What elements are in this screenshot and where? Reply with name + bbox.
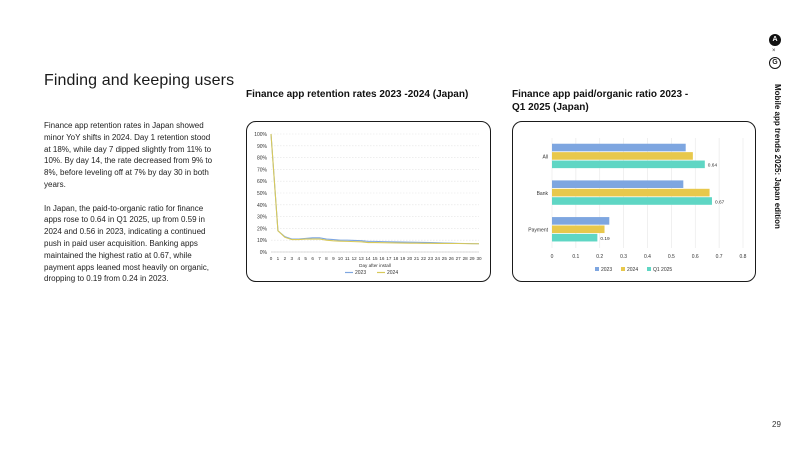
x-tick-label: 17 <box>386 256 392 261</box>
x-tick-label: 12 <box>352 256 358 261</box>
x-tick-label: 4 <box>297 256 300 261</box>
brand-logo-icon: A <box>769 34 781 46</box>
legend-swatch-2023 <box>595 267 599 271</box>
side-report-title: Mobile app trends 2025: Japan edition <box>773 84 782 229</box>
paragraph-paid-organic: In Japan, the paid-to-organic ratio for … <box>44 203 209 284</box>
x-tick-label: 30 <box>476 256 482 261</box>
legend-label-q1-2025: Q1 2025 <box>653 267 672 273</box>
retention-chart-card: 0% 10% 20% 30% 40% 50% 60% 70% 80% 90% 100% 0 1 2 3 4 5 6… <box>246 121 491 282</box>
x-tick-label: 6 <box>311 256 314 261</box>
y-tick-label: 70% <box>257 167 268 173</box>
paragraph-retention: Finance app retention rates in Japan sho… <box>44 121 213 189</box>
partner-logo-icon: G <box>769 57 781 69</box>
bar-all-q1-2025 <box>552 160 705 169</box>
x-tick-label: 24 <box>435 256 441 261</box>
bar-bank-2023 <box>552 180 684 188</box>
x-tick-label: 20 <box>407 256 413 261</box>
data-label: 0.19 <box>600 236 610 242</box>
x-tick-label: 18 <box>393 256 399 261</box>
legend-swatch-q1-2025 <box>647 267 651 271</box>
bar-all-2023 <box>552 143 686 152</box>
y-tick-label: 10% <box>257 238 268 244</box>
y-tick-label: 60% <box>257 179 268 185</box>
x-tick-label: 27 <box>456 256 462 261</box>
x-tick-label: 28 <box>463 256 469 261</box>
x-tick-label: 23 <box>428 256 434 261</box>
x-tick-label: 15 <box>372 256 378 261</box>
bar-bank-q1-2025 <box>552 197 712 205</box>
y-tick-label: 40% <box>257 203 268 209</box>
x-tick-label: 9 <box>332 256 335 261</box>
x-tick-label: 0 <box>270 256 273 261</box>
ratio-chart-title: Finance app paid/organic ratio 2023 - Q1… <box>512 89 689 113</box>
body-text: Finance app retention rates in Japan sho… <box>44 120 216 297</box>
x-axis-title: Day after install <box>359 263 391 268</box>
x-tick-label: 0.8 <box>740 254 747 260</box>
data-label: 0.64 <box>708 163 718 169</box>
x-tick-label: 0 <box>551 254 554 260</box>
bar-payment-2023 <box>552 217 610 225</box>
ratio-bar-chart: 0 0.1 0.2 0.3 0.4 0.5 0.6 0.7 0.8 All 0.64 Bank 0.67… <box>528 138 747 273</box>
bar-payment-q1-2025 <box>552 233 598 242</box>
bar-bank-2024 <box>552 188 710 197</box>
series-line-2023 <box>270 133 480 245</box>
x-tick-label: 0.7 <box>716 254 723 260</box>
x-tick-label: 22 <box>421 256 427 261</box>
x-tick-label: 13 <box>359 256 365 261</box>
x-tick-label: 8 <box>325 256 328 261</box>
category-label: Payment <box>528 228 548 234</box>
x-tick-label: 0.3 <box>620 254 627 260</box>
x-tick-label: 16 <box>379 256 385 261</box>
x-tick-label: 0.1 <box>572 254 579 260</box>
x-tick-label: 0.6 <box>692 254 699 260</box>
brand-separator: × <box>772 48 776 54</box>
series-line-2024 <box>270 133 479 245</box>
y-tick-label: 50% <box>257 191 268 197</box>
x-tick-label: 19 <box>400 256 406 261</box>
x-tick-label: 5 <box>304 256 307 261</box>
y-tick-label: 100% <box>254 132 267 138</box>
side-brand: A × G Mobile app trends 2025: Japan edit… <box>762 30 786 270</box>
y-tick-label: 80% <box>257 156 268 162</box>
y-tick-label: 20% <box>257 226 268 232</box>
x-tick-label: 11 <box>345 256 350 261</box>
category-label: All <box>542 154 548 160</box>
category-label: Bank <box>537 191 549 197</box>
y-tick-label: 0% <box>260 250 268 256</box>
x-tick-label: 0.5 <box>668 254 675 260</box>
x-tick-label: 21 <box>414 256 420 261</box>
bar-payment-2024 <box>552 225 605 234</box>
legend-label-2024: 2024 <box>387 270 398 276</box>
retention-line-chart: 0%10%20%30%40%50%60%70%80%90%100%0 1 2 3 4 5 6… <box>254 132 482 276</box>
page-number: 29 <box>772 420 781 429</box>
bar-all-2024 <box>552 152 693 160</box>
x-tick-label: 0.4 <box>644 254 651 260</box>
x-tick-label: 3 <box>291 256 294 261</box>
x-tick-label: 29 <box>470 256 476 261</box>
ratio-chart-card: 0 0.1 0.2 0.3 0.4 0.5 0.6 0.7 0.8 All 0.64 Bank 0.67… <box>512 121 756 282</box>
legend-swatch-2024 <box>621 267 625 271</box>
x-tick-label: 1 <box>277 256 280 261</box>
x-tick-label: 14 <box>366 256 372 261</box>
y-tick-label: 30% <box>257 215 268 221</box>
legend-label-2023: 2023 <box>355 270 366 276</box>
legend-label-2024: 2024 <box>627 267 638 273</box>
x-tick-label: 0.2 <box>596 254 603 260</box>
page-title: Finding and keeping users <box>44 72 235 89</box>
retention-chart-title: Finance app retention rates 2023 -2024 (… <box>246 89 469 100</box>
x-tick-label: 7 <box>318 256 321 261</box>
x-tick-label: 10 <box>338 256 344 261</box>
data-label: 0.67 <box>715 199 725 205</box>
x-tick-label: 25 <box>442 256 448 261</box>
legend-label-2023: 2023 <box>601 267 612 273</box>
x-tick-label: 2 <box>284 256 287 261</box>
y-tick-label: 90% <box>257 144 268 150</box>
x-tick-label: 26 <box>449 256 455 261</box>
